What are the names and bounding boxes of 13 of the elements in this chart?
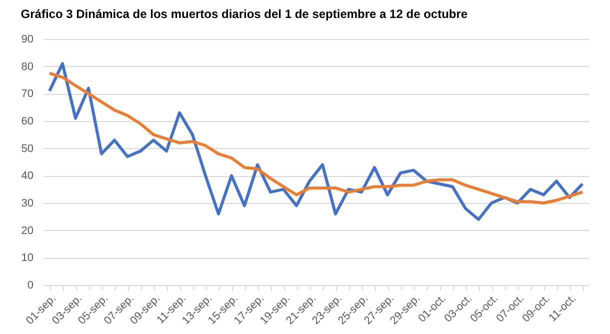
y-tick-label: 90	[21, 34, 34, 46]
chart-title: Gráfico 3 Dinámica de los muertos diarios del 1 de septiembre a 12 de octubre	[20, 7, 468, 21]
y-tick-label: 40	[21, 170, 34, 182]
y-tick-label: 80	[21, 60, 34, 73]
line-series	[48, 62, 584, 221]
y-tick-label: 0	[27, 280, 34, 292]
y-tick-label: 50	[21, 142, 34, 155]
y-tick-label: 10	[21, 252, 34, 264]
line-series	[48, 72, 584, 204]
y-tick-label: 60	[21, 116, 34, 128]
y-tick-label: 20	[21, 224, 34, 237]
y-tick-label: 70	[21, 88, 34, 100]
y-tick-label: 30	[21, 198, 34, 210]
